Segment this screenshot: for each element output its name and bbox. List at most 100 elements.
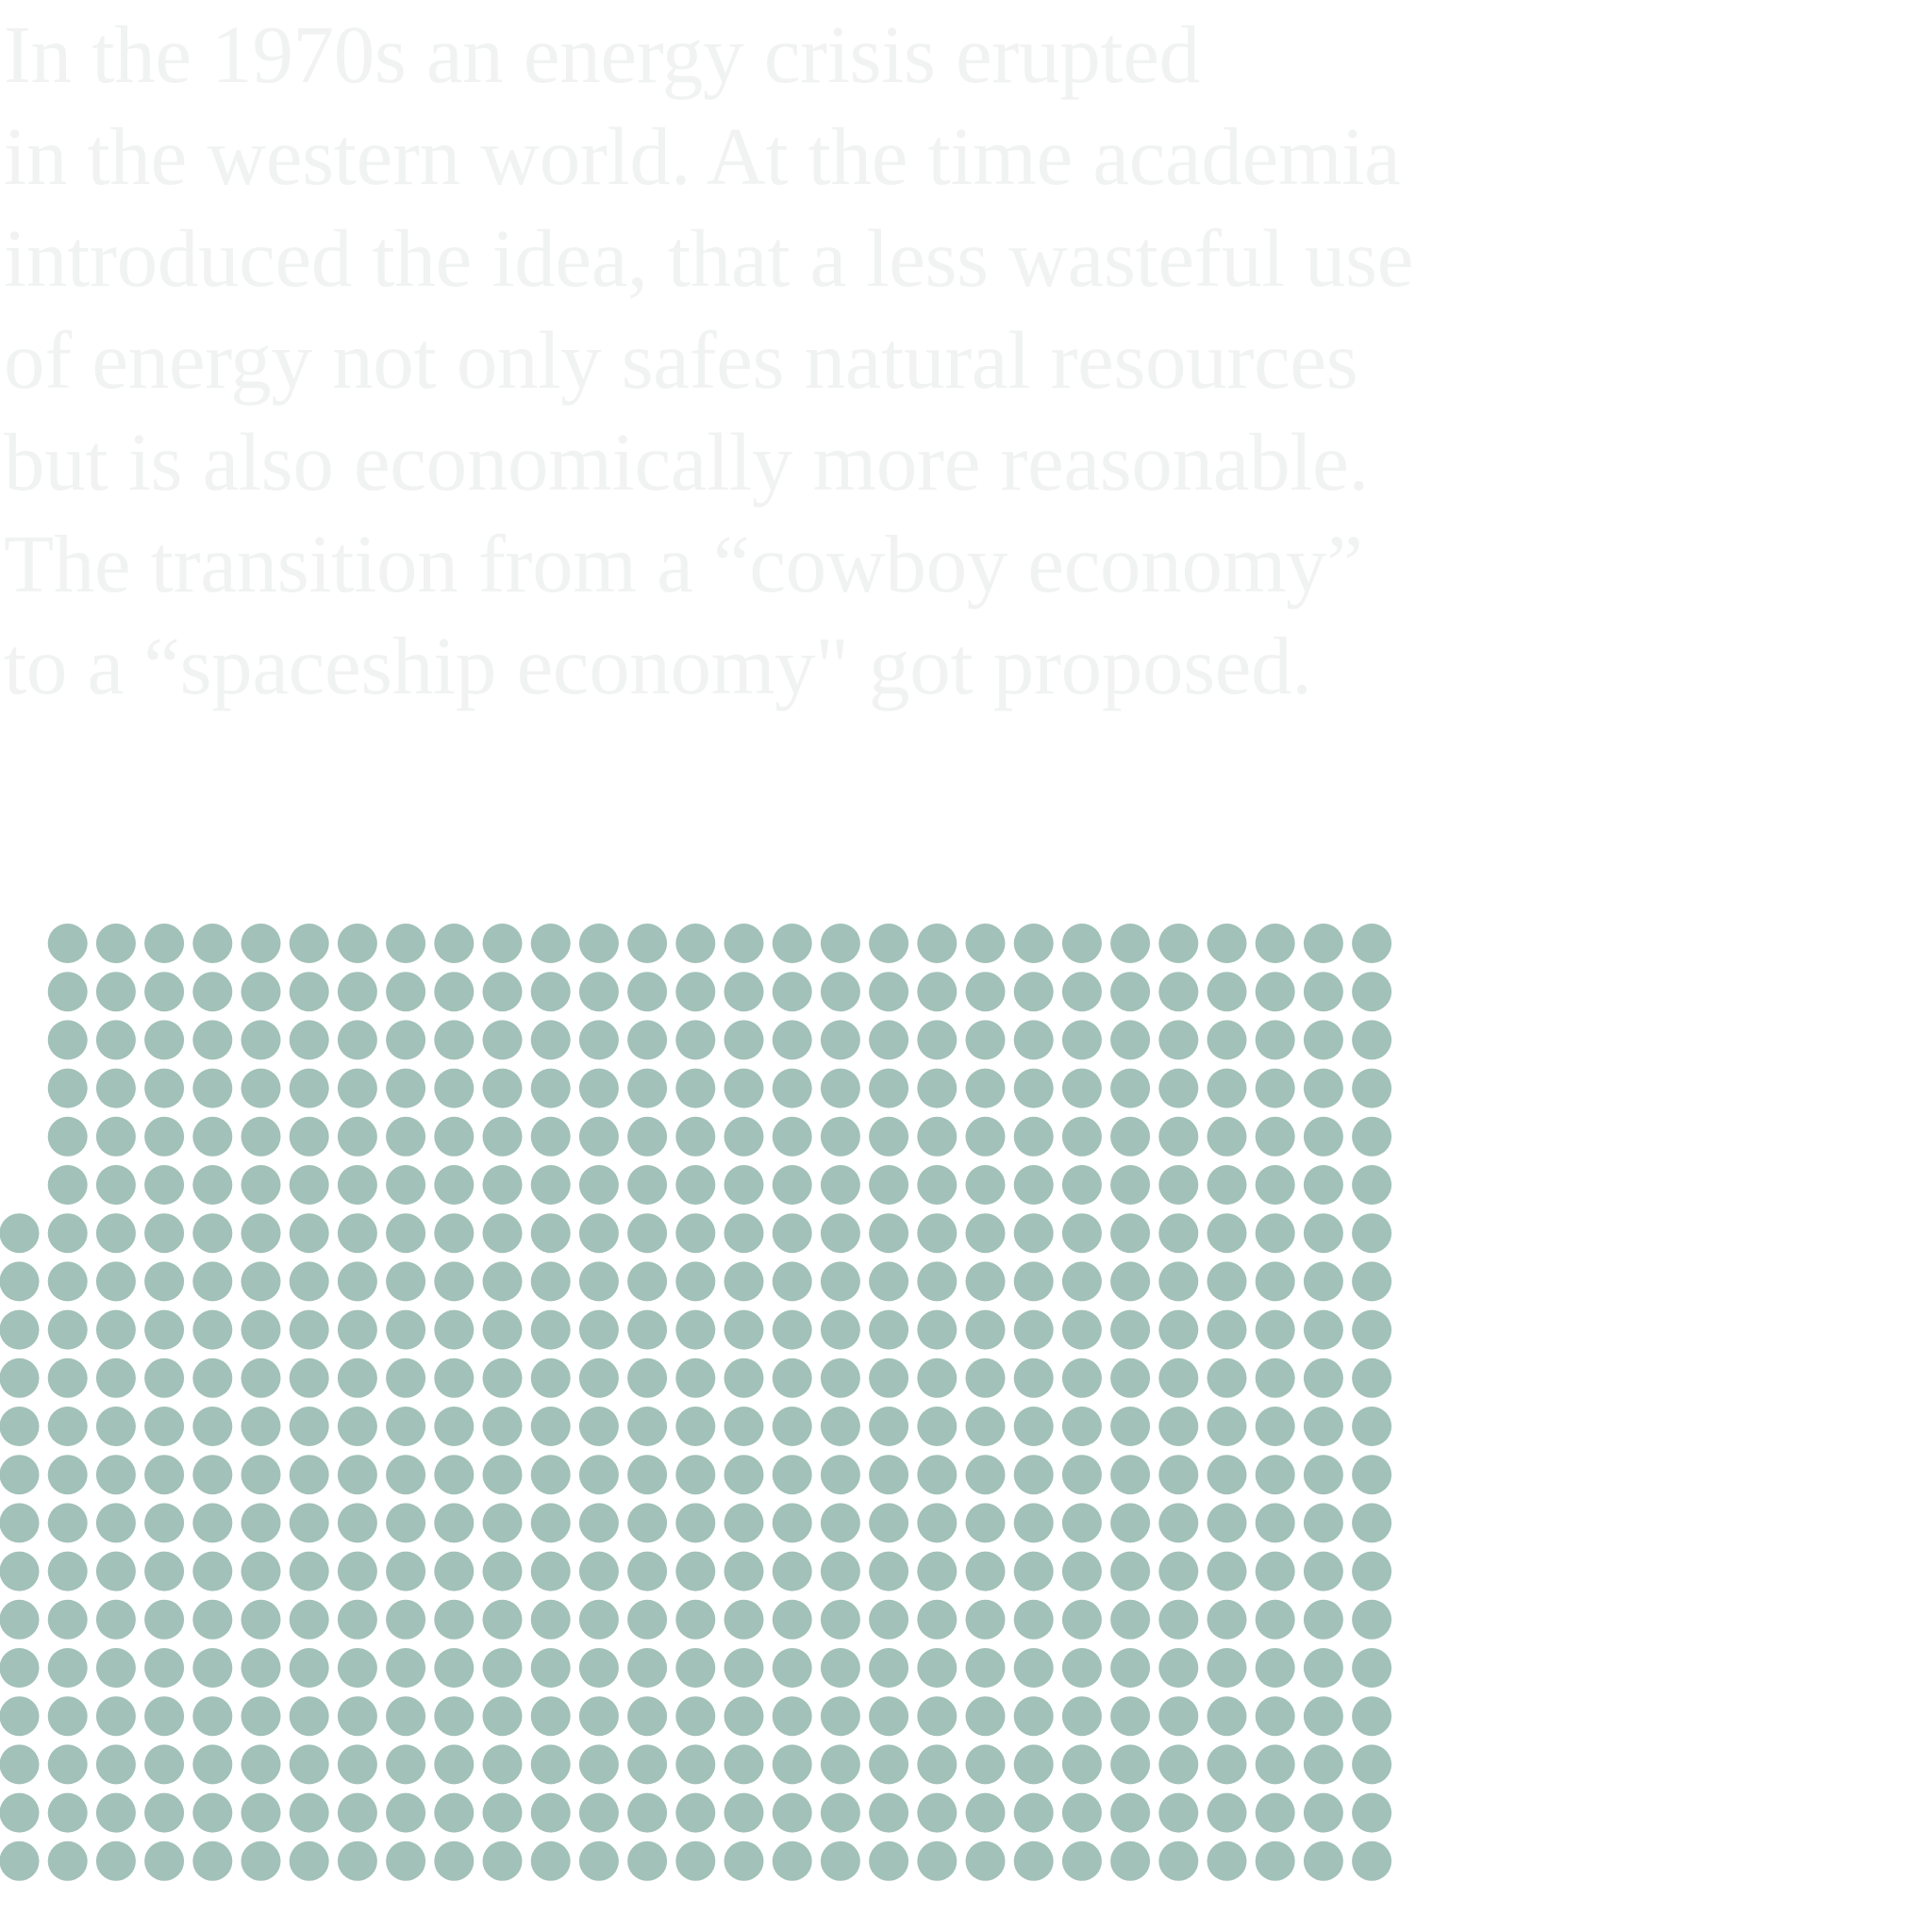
grid-dot [1061, 1648, 1102, 1688]
grid-dot [1207, 1213, 1247, 1254]
grid-dot [1158, 1744, 1199, 1785]
grid-dot [627, 1407, 668, 1446]
grid-dot [578, 1551, 619, 1591]
grid-dot [675, 1116, 716, 1157]
grid-dot [578, 1840, 619, 1881]
grid-dot [1013, 1599, 1054, 1640]
grid-dot [1158, 1309, 1199, 1350]
grid-dot [1255, 1455, 1295, 1495]
grid-dot [192, 1068, 233, 1108]
grid-dot [1303, 1116, 1343, 1157]
grid-dot [144, 1792, 185, 1833]
grid-dot [1110, 1599, 1151, 1640]
grid-dot [965, 972, 1006, 1012]
grid-dot [95, 1261, 136, 1302]
grid-dot [530, 1792, 571, 1833]
grid-dot [1013, 1309, 1054, 1350]
grid-dot [1110, 1503, 1151, 1543]
grid-dot [1061, 1599, 1102, 1640]
grid-dot [772, 1744, 812, 1785]
grid-dot [820, 1744, 860, 1785]
grid-dot [1110, 1407, 1151, 1446]
grid-dot [869, 1599, 909, 1640]
grid-dot [192, 1455, 233, 1495]
grid-dot [627, 1068, 668, 1108]
grid-dot [1013, 1116, 1054, 1157]
grid-dot [1255, 1261, 1295, 1302]
grid-dot [0, 1407, 40, 1446]
grid-dot [1255, 1840, 1295, 1881]
grid-dot [530, 1116, 571, 1157]
grid-dot [1207, 1599, 1247, 1640]
grid-dot [95, 1407, 136, 1446]
grid-dot [95, 1357, 136, 1398]
grid-dot [1255, 1503, 1295, 1543]
grid-dot [144, 1309, 185, 1350]
grid-dot [482, 1551, 523, 1591]
grid-dot [47, 1261, 88, 1302]
grid-dot [289, 972, 329, 1012]
grid-dot [337, 1599, 377, 1640]
grid-dot [47, 1357, 88, 1398]
grid-dot [1110, 1551, 1151, 1591]
grid-dot [724, 1116, 764, 1157]
grid-dot [772, 1309, 812, 1350]
grid-dot [241, 1020, 281, 1060]
grid-dot [675, 1261, 716, 1302]
grid-dot [578, 1116, 619, 1157]
grid-dot [95, 1696, 136, 1737]
grid-dot [0, 1744, 40, 1785]
grid-dot [95, 1744, 136, 1785]
grid-dot [241, 972, 281, 1012]
grid-dot [869, 1792, 909, 1833]
grid-dot [386, 1840, 426, 1881]
grid-dot [1158, 1213, 1199, 1254]
grid-dot [1061, 1165, 1102, 1205]
grid-dot [627, 1840, 668, 1881]
grid-dot [675, 1744, 716, 1785]
grid-dot [1352, 1357, 1392, 1398]
grid-dot [1303, 1503, 1343, 1543]
grid-dot [482, 1840, 523, 1881]
grid-dot [192, 1116, 233, 1157]
grid-dot [337, 1648, 377, 1688]
grid-dot [1061, 1213, 1102, 1254]
grid-dot [772, 1648, 812, 1688]
grid-dot [241, 1407, 281, 1446]
grid-dot [1158, 1116, 1199, 1157]
grid-dot [144, 1261, 185, 1302]
grid-dot [869, 1696, 909, 1737]
grid-dot [917, 1792, 958, 1833]
grid-dot [241, 1503, 281, 1543]
grid-dot [47, 1020, 88, 1060]
grid-dot [144, 1840, 185, 1881]
grid-dot [820, 1116, 860, 1157]
grid-dot [95, 1551, 136, 1591]
grid-dot [47, 1840, 88, 1881]
grid-dot [1061, 1840, 1102, 1881]
grid-dot [820, 1407, 860, 1446]
grid-dot [1061, 1020, 1102, 1060]
grid-dot [1158, 1840, 1199, 1881]
grid-dot [1255, 1551, 1295, 1591]
grid-dot [0, 1792, 40, 1833]
grid-dot [869, 972, 909, 1012]
grid-dot [1110, 972, 1151, 1012]
grid-dot [772, 1165, 812, 1205]
grid-dot [0, 1261, 40, 1302]
grid-dot [289, 1696, 329, 1737]
grid-dot [144, 1068, 185, 1108]
grid-dot [1158, 1357, 1199, 1398]
grid-dot [917, 1744, 958, 1785]
intro-line-5: but is also economically more reasonable… [4, 416, 1369, 508]
grid-dot [917, 1309, 958, 1350]
grid-dot [675, 1020, 716, 1060]
grid-dot [965, 1165, 1006, 1205]
grid-dot [1352, 1744, 1392, 1785]
grid-dot [724, 1455, 764, 1495]
grid-dot [434, 1309, 475, 1350]
grid-dot [482, 924, 523, 963]
grid-dot [820, 1696, 860, 1737]
grid-dot [965, 1357, 1006, 1398]
